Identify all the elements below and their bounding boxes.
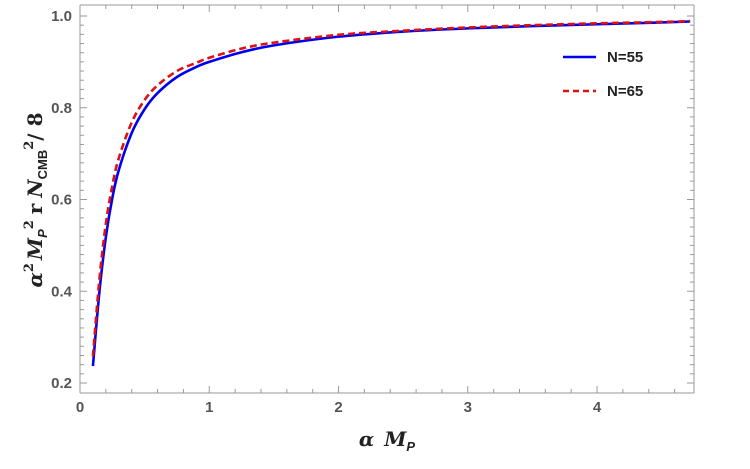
x-tick-label: 1 — [205, 399, 213, 416]
legend-label-n65: N=65 — [607, 83, 643, 100]
svg-text:α2MP2rNCMB2/ 8: α2MP2rNCMB2/ 8 — [22, 113, 50, 288]
x-tick-label: 2 — [334, 399, 342, 416]
x-tick-label: 4 — [593, 399, 602, 416]
legend: N=55 N=65 — [563, 49, 643, 100]
series-line-n55 — [91, 20, 691, 367]
legend-label-n55: N=55 — [607, 49, 643, 66]
ticks — [79, 5, 694, 393]
series-lines — [91, 19, 691, 367]
y-tick-label: 0.4 — [51, 283, 73, 300]
x-axis-label: α MP — [359, 427, 416, 454]
plot-frame — [79, 4, 695, 394]
tick-labels: 0 1 2 3 4 0.2 0.4 0.6 0.8 1.0 — [51, 8, 602, 416]
x-tick-label: 3 — [464, 399, 472, 416]
y-tick-label: 0.6 — [51, 192, 72, 209]
y-tick-label: 1.0 — [51, 8, 72, 25]
x-tick-label: 0 — [76, 399, 84, 416]
y-tick-label: 0.2 — [51, 375, 72, 392]
y-axis-label: α2MP2rNCMB2/ 8 — [22, 113, 50, 288]
series-line-n65 — [91, 19, 691, 357]
y-tick-label: 0.8 — [51, 100, 72, 117]
